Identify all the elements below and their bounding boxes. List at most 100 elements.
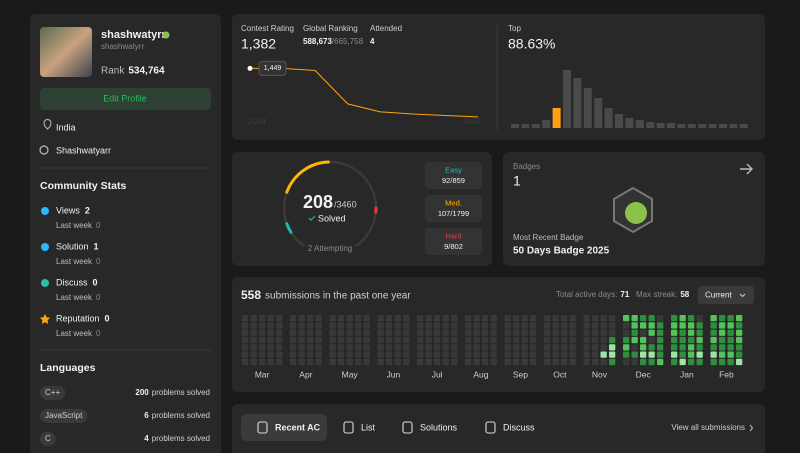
heatmap-cell	[434, 315, 441, 322]
tab-icon[interactable]	[257, 421, 268, 434]
period-dropdown[interactable]	[698, 286, 754, 304]
heatmap-cell	[442, 329, 449, 336]
tab-label[interactable]: List	[361, 422, 376, 432]
heatmap-cell	[290, 315, 297, 322]
badges-arrow[interactable]	[740, 163, 753, 175]
heatmap-cell	[425, 351, 432, 358]
edit-profile-label[interactable]: Edit Profile	[103, 93, 147, 103]
distribution-bar	[521, 124, 530, 128]
heatmap-cell	[386, 322, 393, 329]
global-ranking: 588,673	[303, 37, 332, 46]
stat-value: 0	[105, 313, 110, 323]
language-count: 200	[135, 388, 149, 397]
heatmap-cell	[671, 344, 678, 351]
heatmap-cell	[315, 322, 322, 329]
heatmap-cell	[425, 358, 432, 366]
top-percent: 88.63%	[508, 36, 555, 52]
month-label: Oct	[553, 369, 567, 379]
tab-label[interactable]: Discuss	[503, 422, 535, 432]
heatmap-cell	[719, 315, 726, 322]
heatmap-cell	[552, 315, 559, 322]
distribution-bar	[739, 124, 748, 128]
stat-sub-value: 0	[96, 221, 101, 230]
heatmap-cell	[417, 351, 424, 358]
heatmap-cell	[679, 315, 686, 322]
heatmap-cell	[363, 358, 370, 366]
heatmap-cell	[394, 358, 401, 366]
sidebar	[30, 14, 221, 453]
active-tab[interactable]	[241, 414, 327, 441]
heatmap-cell	[696, 329, 703, 336]
heatmap-cell	[355, 322, 362, 329]
heatmap-cell	[259, 322, 266, 329]
heatmap-cell	[276, 315, 283, 322]
heatmap-cell	[442, 336, 449, 344]
heatmap-cell	[298, 336, 305, 344]
heatmap-cell	[315, 336, 322, 344]
heatmap-cell	[242, 351, 249, 358]
heatmap-cell	[710, 351, 717, 358]
distribution-bar	[542, 120, 551, 128]
heatmap-cell	[363, 344, 370, 351]
edit-profile-button[interactable]	[40, 88, 211, 110]
heatmap-cell	[530, 358, 537, 366]
heatmap-cell	[631, 344, 638, 351]
heatmap-cell	[377, 322, 384, 329]
heatmap-cell	[623, 329, 630, 336]
heatmap-cell	[640, 344, 647, 351]
heatmap-cell	[530, 322, 537, 329]
heatmap-cell	[451, 329, 458, 336]
stat-label: Views	[56, 205, 80, 215]
view-all-link[interactable]: View all submissions	[671, 423, 745, 432]
heatmap-cell	[736, 351, 743, 358]
distribution-bar	[719, 124, 727, 128]
distribution-bar	[604, 108, 613, 128]
heatmap-cell	[561, 358, 568, 366]
heatmap-cell	[592, 358, 599, 366]
heatmap-cell	[451, 315, 458, 322]
heatmap-cell	[609, 344, 616, 351]
heatmap-cell	[267, 358, 274, 366]
heatmap-cell	[631, 336, 638, 344]
heatmap-cell	[544, 336, 551, 344]
heatmap-cell	[513, 329, 520, 336]
heatmap-cell	[513, 322, 520, 329]
location: India	[56, 122, 76, 132]
heatmap-cell	[329, 344, 336, 351]
heatmap-cell	[719, 351, 726, 358]
heatmap-cell	[465, 336, 472, 344]
tab-icon[interactable]	[402, 421, 413, 434]
gauge-arc	[282, 160, 378, 247]
heatmap-cell	[417, 315, 424, 322]
heatmap-cell	[250, 358, 257, 366]
heatmap-cell	[736, 344, 743, 351]
tab-icon[interactable]	[343, 421, 354, 434]
heatmap-cell	[394, 351, 401, 358]
heatmap-cell	[648, 329, 655, 336]
heatmap-cell	[355, 351, 362, 358]
month-label: Jul	[432, 369, 443, 379]
heatmap-cell	[434, 358, 441, 366]
stat-sub-label: Last week	[56, 221, 93, 230]
tab-label[interactable]: Solutions	[420, 422, 458, 432]
heatmap-cell	[403, 358, 410, 366]
heatmap-cell	[307, 315, 314, 322]
heatmap-cell	[521, 344, 528, 351]
stat-label: Reputation	[56, 313, 100, 323]
github[interactable]: Shashwatyarr	[56, 145, 111, 155]
heatmap-cell	[329, 351, 336, 358]
heatmap-cell	[583, 322, 590, 329]
heatmap-cell	[530, 315, 537, 322]
heatmap-cell	[355, 358, 362, 366]
tab-icon[interactable]	[485, 421, 496, 434]
heatmap-cell	[307, 351, 314, 358]
heatmap-cell	[250, 336, 257, 344]
period-dropdown-label[interactable]: Current	[705, 291, 732, 300]
heatmap-cell	[719, 336, 726, 344]
language-count: 6	[144, 411, 149, 420]
heatmap-cell	[688, 351, 695, 358]
heatmap-cell	[609, 315, 616, 322]
heatmap-cell	[657, 358, 664, 366]
heatmap-cell	[363, 329, 370, 336]
tab-label[interactable]: Recent AC	[275, 422, 321, 432]
